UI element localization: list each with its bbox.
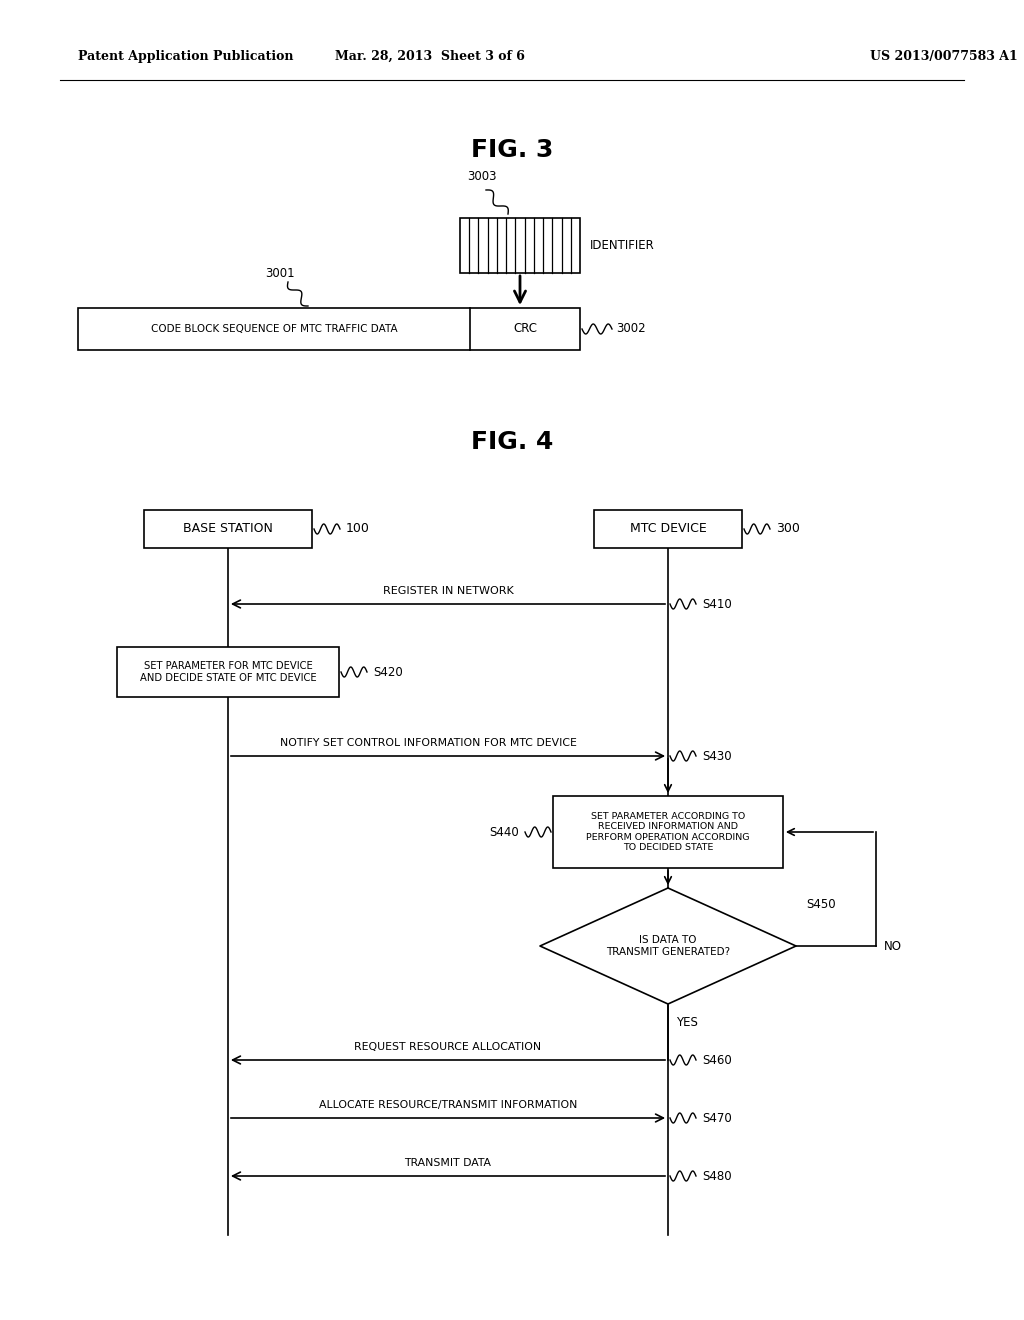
Text: TRANSMIT DATA: TRANSMIT DATA (404, 1158, 492, 1168)
Text: S450: S450 (806, 898, 836, 911)
Text: US 2013/0077583 A1: US 2013/0077583 A1 (870, 50, 1018, 63)
Text: CRC: CRC (513, 322, 537, 335)
Text: SET PARAMETER ACCORDING TO
RECEIVED INFORMATION AND
PERFORM OPERATION ACCORDING
: SET PARAMETER ACCORDING TO RECEIVED INFO… (587, 812, 750, 853)
Text: Mar. 28, 2013  Sheet 3 of 6: Mar. 28, 2013 Sheet 3 of 6 (335, 50, 525, 63)
Text: S410: S410 (702, 598, 732, 610)
Bar (460, 218, 580, 273)
Text: 3001: 3001 (265, 267, 295, 280)
Text: S420: S420 (373, 665, 402, 678)
Bar (553, 796, 783, 869)
Text: FIG. 4: FIG. 4 (471, 430, 553, 454)
Text: NO: NO (884, 940, 902, 953)
Text: IS DATA TO
TRANSMIT GENERATED?: IS DATA TO TRANSMIT GENERATED? (606, 935, 730, 957)
Bar (78, 308, 580, 350)
Text: S440: S440 (489, 825, 519, 838)
Text: REGISTER IN NETWORK: REGISTER IN NETWORK (383, 586, 513, 597)
Text: S480: S480 (702, 1170, 731, 1183)
Polygon shape (540, 888, 796, 1005)
Text: NOTIFY SET CONTROL INFORMATION FOR MTC DEVICE: NOTIFY SET CONTROL INFORMATION FOR MTC D… (280, 738, 577, 748)
Text: Patent Application Publication: Patent Application Publication (78, 50, 294, 63)
Text: REQUEST RESOURCE ALLOCATION: REQUEST RESOURCE ALLOCATION (354, 1041, 542, 1052)
Text: 100: 100 (346, 523, 370, 536)
Text: MTC DEVICE: MTC DEVICE (630, 523, 707, 536)
Text: BASE STATION: BASE STATION (183, 523, 273, 536)
Text: S430: S430 (702, 750, 731, 763)
Text: S460: S460 (702, 1053, 732, 1067)
Text: YES: YES (676, 1016, 698, 1030)
Text: 3003: 3003 (467, 170, 497, 183)
Bar (594, 510, 742, 548)
Text: 300: 300 (776, 523, 800, 536)
Text: FIG. 3: FIG. 3 (471, 139, 553, 162)
Text: 3002: 3002 (616, 322, 645, 335)
Bar (117, 647, 339, 697)
Text: CODE BLOCK SEQUENCE OF MTC TRAFFIC DATA: CODE BLOCK SEQUENCE OF MTC TRAFFIC DATA (151, 323, 397, 334)
Bar (144, 510, 312, 548)
Text: SET PARAMETER FOR MTC DEVICE
AND DECIDE STATE OF MTC DEVICE: SET PARAMETER FOR MTC DEVICE AND DECIDE … (139, 661, 316, 682)
Text: S470: S470 (702, 1111, 732, 1125)
Text: IDENTIFIER: IDENTIFIER (590, 239, 654, 252)
Text: ALLOCATE RESOURCE/TRANSMIT INFORMATION: ALLOCATE RESOURCE/TRANSMIT INFORMATION (318, 1100, 578, 1110)
